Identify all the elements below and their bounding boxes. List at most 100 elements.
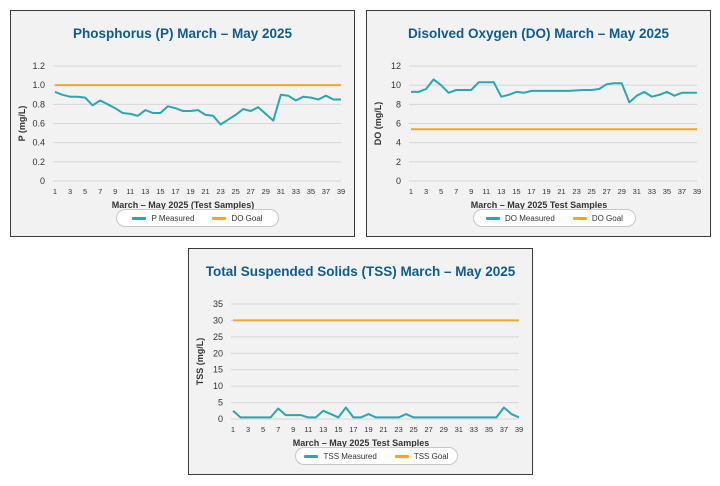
phosphorus-chart-panel: Phosphorus (P) March – May 2025 0 0.2 0.4 0… [10, 10, 355, 237]
x-tick-label: 15 [512, 187, 520, 196]
y-tick-label: 1.0 [32, 80, 45, 90]
y-tick-label: 5 [218, 398, 223, 408]
x-tick-label: 35 [307, 187, 315, 196]
y-axis-title: P (mg/L) [17, 106, 27, 142]
legend-label-measured: TSS Measured [323, 451, 377, 461]
x-tick-label: 19 [364, 425, 372, 434]
legend-item-goal: DO Goal [212, 213, 263, 223]
x-tick-label: 9 [469, 187, 473, 196]
x-tick-label: 9 [113, 187, 117, 196]
y-tick-label: 1.2 [32, 61, 45, 71]
y-tick-label: 0.6 [32, 119, 45, 129]
legend-label-goal: TSS Goal [413, 451, 449, 461]
y-tick-label: 8 [396, 99, 401, 109]
legend-swatch-measured [304, 454, 319, 458]
x-tick-label: 31 [633, 187, 641, 196]
measured-series-line [232, 406, 520, 419]
legend-swatch-goal [212, 216, 227, 220]
x-tick-label: 13 [497, 187, 505, 196]
x-tick-label: 7 [454, 187, 458, 196]
x-tick-label: 25 [231, 187, 239, 196]
legend-label-measured: DO Measured [505, 213, 555, 223]
x-tick-label: 15 [156, 187, 164, 196]
chart-title: Disolved Oxygen (DO) March – May 2025 [407, 26, 670, 41]
x-tick-label: 37 [322, 187, 330, 196]
x-tick-label: 7 [276, 425, 280, 434]
y-tick-label: 20 [213, 348, 223, 358]
chart-legend: TSS Measured TSS Goal [295, 447, 458, 465]
y-tick-label: 15 [213, 365, 223, 375]
y-tick-label: 0 [396, 176, 401, 186]
y-axis-title: DO (mg/L) [373, 102, 383, 146]
x-tick-label: 1 [53, 187, 57, 196]
y-axis-title: TSS (mg/L) [195, 338, 205, 386]
measured-series-line [54, 90, 341, 126]
x-tick-label: 31 [277, 187, 285, 196]
tss-chart-panel: Total Suspended Solids (TSS) March – May… [188, 248, 533, 475]
x-tick-label: 17 [527, 187, 535, 196]
legend-swatch-measured [132, 216, 147, 220]
legend-swatch-goal [572, 216, 587, 220]
x-tick-label: 21 [201, 187, 209, 196]
dissolved-oxygen-chart-panel: Disolved Oxygen (DO) March – May 2025 0 2… [366, 10, 711, 237]
x-tick-label: 33 [648, 187, 656, 196]
legend-item-goal: TSS Goal [394, 451, 449, 461]
x-tick-label: 33 [470, 425, 478, 434]
y-tick-label: 12 [391, 61, 401, 71]
x-tick-label: 5 [439, 187, 443, 196]
y-tick-label: 30 [213, 315, 223, 325]
y-tick-label: 0.4 [32, 138, 45, 148]
x-tick-label: 11 [304, 425, 312, 434]
y-tick-label: 4 [396, 138, 401, 148]
y-tick-label: 0 [40, 176, 45, 186]
x-tick-label: 33 [292, 187, 300, 196]
x-tick-label: 29 [440, 425, 448, 434]
x-tick-label: 11 [126, 187, 134, 196]
x-tick-label: 35 [485, 425, 493, 434]
x-axis-title: March – May 2025 Test Samples [471, 200, 607, 210]
y-tick-label: 2 [396, 157, 401, 167]
x-axis-title: March – May 2025 (Test Samples) [112, 200, 254, 210]
y-tick-label: 35 [213, 299, 223, 309]
phosphorus-line-chart: 00.20.40.60.81.01.21 3 5 7 9 11 13 15 17 19 21 23 25… [17, 61, 345, 210]
x-tick-label: 23 [572, 187, 580, 196]
y-tick-label: 10 [391, 80, 401, 90]
x-tick-label: 3 [68, 187, 72, 196]
x-tick-label: 29 [262, 187, 270, 196]
chart-title: Total Suspended Solids (TSS) March – May… [205, 264, 516, 279]
x-tick-label: 19 [186, 187, 194, 196]
x-tick-label: 39 [337, 187, 345, 196]
x-tick-label: 1 [409, 187, 413, 196]
x-tick-label: 1 [231, 425, 235, 434]
x-tick-label: 31 [455, 425, 463, 434]
legend-item-measured: P Measured [132, 214, 194, 223]
legend-label-goal: DO Goal [231, 213, 263, 223]
x-tick-label: 25 [587, 187, 595, 196]
x-tick-label: 17 [171, 187, 179, 196]
legend-item-measured: TSS Measured [304, 451, 377, 461]
x-tick-label: 25 [409, 425, 417, 434]
x-tick-label: 19 [542, 187, 550, 196]
y-tick-label: 0 [218, 414, 223, 424]
x-tick-label: 39 [693, 187, 701, 196]
x-tick-label: 29 [618, 187, 626, 196]
legend-label-goal: DO Goal [591, 213, 623, 223]
x-tick-label: 7 [98, 187, 102, 196]
x-tick-label: 13 [319, 425, 327, 434]
legend-item-measured: DO Measured [486, 214, 555, 223]
x-tick-label: 27 [247, 187, 255, 196]
y-tick-label: 0.8 [32, 99, 45, 109]
chart-title: Phosphorus (P) March – May 2025 [72, 26, 293, 41]
y-tick-label: 0.2 [32, 157, 45, 167]
legend-swatch-goal [394, 454, 409, 458]
legend-item-goal: DO Goal [572, 213, 623, 223]
x-tick-label: 23 [216, 187, 224, 196]
chart-legend: P Measured DO Goal [116, 209, 279, 227]
x-tick-label: 5 [83, 187, 87, 196]
x-tick-label: 13 [141, 187, 149, 196]
legend-label-measured: P Measured [151, 213, 195, 223]
x-tick-label: 5 [261, 425, 265, 434]
x-tick-label: 3 [246, 425, 250, 434]
